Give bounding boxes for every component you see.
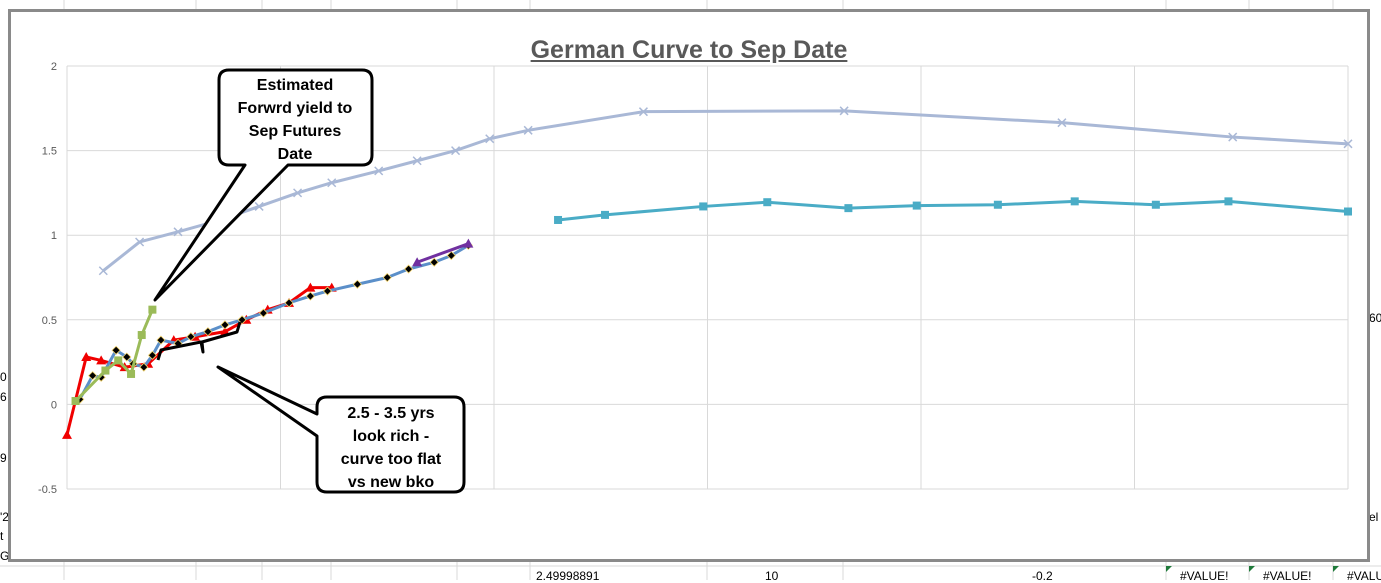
data-point — [220, 320, 230, 330]
y-tick-label: 1 — [51, 230, 57, 242]
series-group — [412, 238, 474, 267]
plot-gridlines — [66, 65, 1349, 490]
data-point — [258, 308, 268, 318]
data-point — [237, 315, 247, 325]
data-point — [374, 166, 384, 176]
callout-bottom-line: look rich - — [353, 428, 429, 445]
data-point — [1343, 139, 1353, 149]
cell-fragment: '2 — [0, 510, 9, 524]
data-point — [254, 201, 264, 211]
y-tick-label: -0.5 — [38, 484, 57, 496]
series-line — [416, 242, 469, 264]
data-point — [429, 257, 439, 267]
data-point — [523, 125, 533, 135]
data-point — [156, 335, 166, 345]
data-point — [101, 366, 110, 375]
chart-title: German Curve to Sep Date — [530, 36, 848, 64]
data-point — [638, 107, 648, 117]
data-point — [463, 238, 474, 248]
callout-rich-curve: 2.5 - 3.5 yrs look rich - curve too flat… — [216, 365, 466, 494]
data-point — [601, 210, 610, 219]
cell-fragment: t — [0, 529, 4, 543]
data-point — [96, 355, 107, 365]
data-point — [554, 215, 563, 224]
data-point — [139, 362, 149, 372]
data-point — [62, 429, 72, 439]
cell-fragment: G — [0, 549, 10, 563]
y-tick-label: 1.5 — [42, 146, 57, 158]
data-point — [912, 201, 921, 210]
series-line — [74, 309, 154, 403]
data-point — [114, 356, 123, 365]
data-point — [352, 279, 362, 289]
data-point — [1228, 132, 1238, 142]
data-point — [446, 250, 456, 261]
data-point — [98, 266, 108, 276]
callout-estimated-forward-yield: Estimated Forwrd yield to Sep Futures Da… — [153, 68, 374, 302]
data-point — [699, 202, 708, 211]
data-point — [127, 369, 136, 378]
y-tick-label: 2 — [51, 61, 57, 73]
series-group — [71, 305, 157, 406]
cell-fragment: el — [1369, 510, 1379, 524]
data-point — [382, 272, 392, 283]
data-point — [284, 298, 294, 308]
cell-fragment: 0 — [0, 370, 7, 384]
callout-top-line: Estimated — [257, 77, 333, 94]
data-point — [322, 286, 333, 296]
data-point — [122, 352, 132, 362]
data-point — [203, 327, 213, 337]
data-point — [305, 291, 315, 301]
data-point — [1224, 197, 1233, 206]
data-point — [412, 156, 422, 166]
data-point — [993, 200, 1002, 209]
data-point — [1344, 207, 1352, 216]
data-point — [412, 257, 423, 267]
data-point — [81, 352, 92, 362]
data-point — [485, 134, 495, 144]
data-point — [148, 305, 157, 314]
data-point — [451, 146, 461, 156]
data-point — [137, 331, 146, 340]
data-point — [1057, 118, 1067, 128]
data-point — [763, 198, 772, 207]
callout-bottom-line: vs new bko — [348, 474, 434, 491]
data-point — [839, 106, 849, 116]
callout-top-line: Forwrd yield to — [238, 100, 353, 117]
cell-fragment: 6 — [0, 390, 7, 404]
data-point — [71, 397, 80, 406]
data-point — [135, 237, 145, 247]
callout-bottom-line: 2.5 - 3.5 yrs — [347, 405, 434, 422]
data-point — [186, 332, 196, 342]
callout-top-line: Date — [278, 146, 313, 163]
data-point — [1070, 197, 1079, 206]
data-point — [173, 227, 183, 237]
data-point — [111, 345, 121, 355]
callout-top-line: Sep Futures — [249, 123, 342, 140]
y-tick-label: 0 — [51, 399, 57, 411]
data-point — [293, 188, 303, 198]
data-point — [305, 282, 316, 292]
y-axis-tick-labels: -0.5 0 0.5 1 1.5 2 — [38, 61, 57, 496]
data-point — [1151, 200, 1160, 209]
data-point — [147, 350, 157, 360]
cell-fragment: 9 — [0, 451, 7, 465]
data-point — [404, 264, 414, 274]
cell-fragment: 60 — [1369, 311, 1381, 325]
series-group — [554, 197, 1352, 224]
callout-bottom-line: curve too flat — [341, 451, 442, 468]
data-point — [88, 371, 98, 381]
data-point — [327, 178, 337, 188]
y-tick-label: 0.5 — [42, 315, 57, 327]
bracket-annotation — [156, 321, 242, 361]
data-point — [844, 204, 853, 213]
